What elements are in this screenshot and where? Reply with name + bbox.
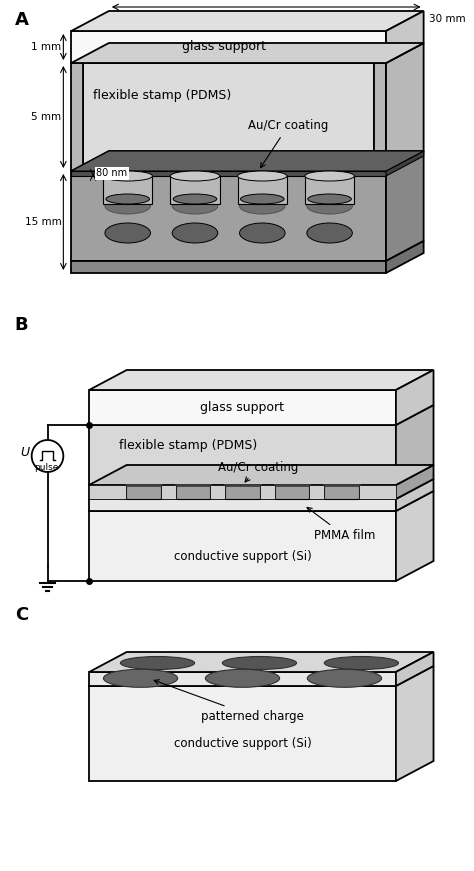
Polygon shape (386, 241, 424, 273)
Polygon shape (89, 405, 434, 425)
Polygon shape (71, 171, 386, 261)
Polygon shape (374, 63, 386, 171)
Text: glass support: glass support (182, 40, 266, 53)
Polygon shape (89, 672, 396, 686)
Polygon shape (89, 511, 396, 581)
Text: 1 mm: 1 mm (31, 42, 61, 52)
Ellipse shape (172, 198, 218, 214)
Text: C: C (15, 606, 28, 624)
Ellipse shape (307, 223, 352, 243)
Polygon shape (386, 151, 424, 261)
Polygon shape (310, 485, 324, 499)
Ellipse shape (103, 171, 153, 181)
Text: flexible stamp (PDMS): flexible stamp (PDMS) (119, 440, 257, 453)
Polygon shape (89, 479, 434, 499)
Polygon shape (386, 11, 424, 63)
Polygon shape (359, 485, 396, 499)
Text: conductive support (Si): conductive support (Si) (173, 737, 311, 750)
Text: 15 mm: 15 mm (25, 217, 61, 227)
Ellipse shape (237, 171, 287, 181)
Polygon shape (71, 63, 83, 171)
Ellipse shape (105, 198, 150, 214)
Ellipse shape (308, 194, 351, 204)
Polygon shape (170, 176, 220, 204)
Text: 30 mm: 30 mm (428, 14, 465, 24)
Ellipse shape (324, 657, 399, 670)
Polygon shape (225, 485, 260, 499)
Ellipse shape (105, 223, 150, 243)
Polygon shape (89, 491, 434, 511)
Ellipse shape (307, 198, 352, 214)
Polygon shape (71, 31, 386, 63)
Polygon shape (260, 485, 274, 499)
Ellipse shape (173, 194, 217, 204)
Polygon shape (396, 652, 434, 686)
Ellipse shape (305, 171, 355, 181)
Text: 5 mm: 5 mm (31, 112, 61, 122)
Text: Au/Cr coating: Au/Cr coating (218, 461, 298, 482)
Polygon shape (71, 11, 424, 31)
Polygon shape (89, 686, 396, 781)
Polygon shape (237, 176, 287, 204)
Text: PMMA film: PMMA film (307, 508, 375, 542)
Circle shape (32, 440, 64, 472)
Polygon shape (396, 465, 434, 499)
Polygon shape (396, 491, 434, 581)
Polygon shape (386, 151, 424, 176)
Ellipse shape (120, 657, 195, 670)
Polygon shape (386, 43, 424, 171)
Text: U: U (20, 445, 30, 458)
Polygon shape (210, 485, 225, 499)
Polygon shape (305, 176, 355, 204)
Polygon shape (83, 63, 374, 171)
Polygon shape (89, 666, 434, 686)
Polygon shape (161, 485, 176, 499)
Ellipse shape (172, 223, 218, 243)
Polygon shape (89, 390, 396, 425)
Text: conductive support (Si): conductive support (Si) (173, 550, 311, 563)
Polygon shape (396, 666, 434, 781)
Text: flexible stamp (PDMS): flexible stamp (PDMS) (93, 89, 231, 102)
Ellipse shape (103, 669, 178, 687)
Polygon shape (89, 425, 396, 485)
Ellipse shape (222, 657, 297, 670)
Text: A: A (15, 11, 29, 29)
Polygon shape (396, 405, 434, 485)
Ellipse shape (240, 194, 284, 204)
Polygon shape (396, 479, 434, 511)
Polygon shape (89, 652, 434, 672)
Polygon shape (71, 43, 424, 63)
Polygon shape (176, 485, 210, 499)
Ellipse shape (307, 669, 382, 687)
Polygon shape (71, 151, 424, 171)
Ellipse shape (106, 194, 149, 204)
Polygon shape (89, 370, 434, 390)
Polygon shape (324, 485, 359, 499)
Polygon shape (396, 370, 434, 425)
Text: pulse: pulse (34, 463, 58, 472)
Polygon shape (126, 485, 161, 499)
Polygon shape (89, 485, 126, 499)
Text: Au/Cr coating: Au/Cr coating (248, 119, 328, 167)
Ellipse shape (239, 198, 285, 214)
Polygon shape (89, 465, 434, 485)
Polygon shape (89, 499, 396, 511)
Ellipse shape (170, 171, 220, 181)
Text: B: B (15, 316, 28, 334)
Polygon shape (71, 151, 424, 171)
Polygon shape (89, 485, 396, 499)
Polygon shape (71, 261, 386, 273)
Text: glass support: glass support (201, 401, 284, 414)
Ellipse shape (205, 669, 280, 687)
Text: patterned charge: patterned charge (154, 679, 304, 723)
Ellipse shape (239, 223, 285, 243)
Polygon shape (274, 485, 310, 499)
Polygon shape (71, 171, 386, 176)
Polygon shape (103, 176, 153, 204)
Text: 80 nm: 80 nm (96, 168, 127, 179)
